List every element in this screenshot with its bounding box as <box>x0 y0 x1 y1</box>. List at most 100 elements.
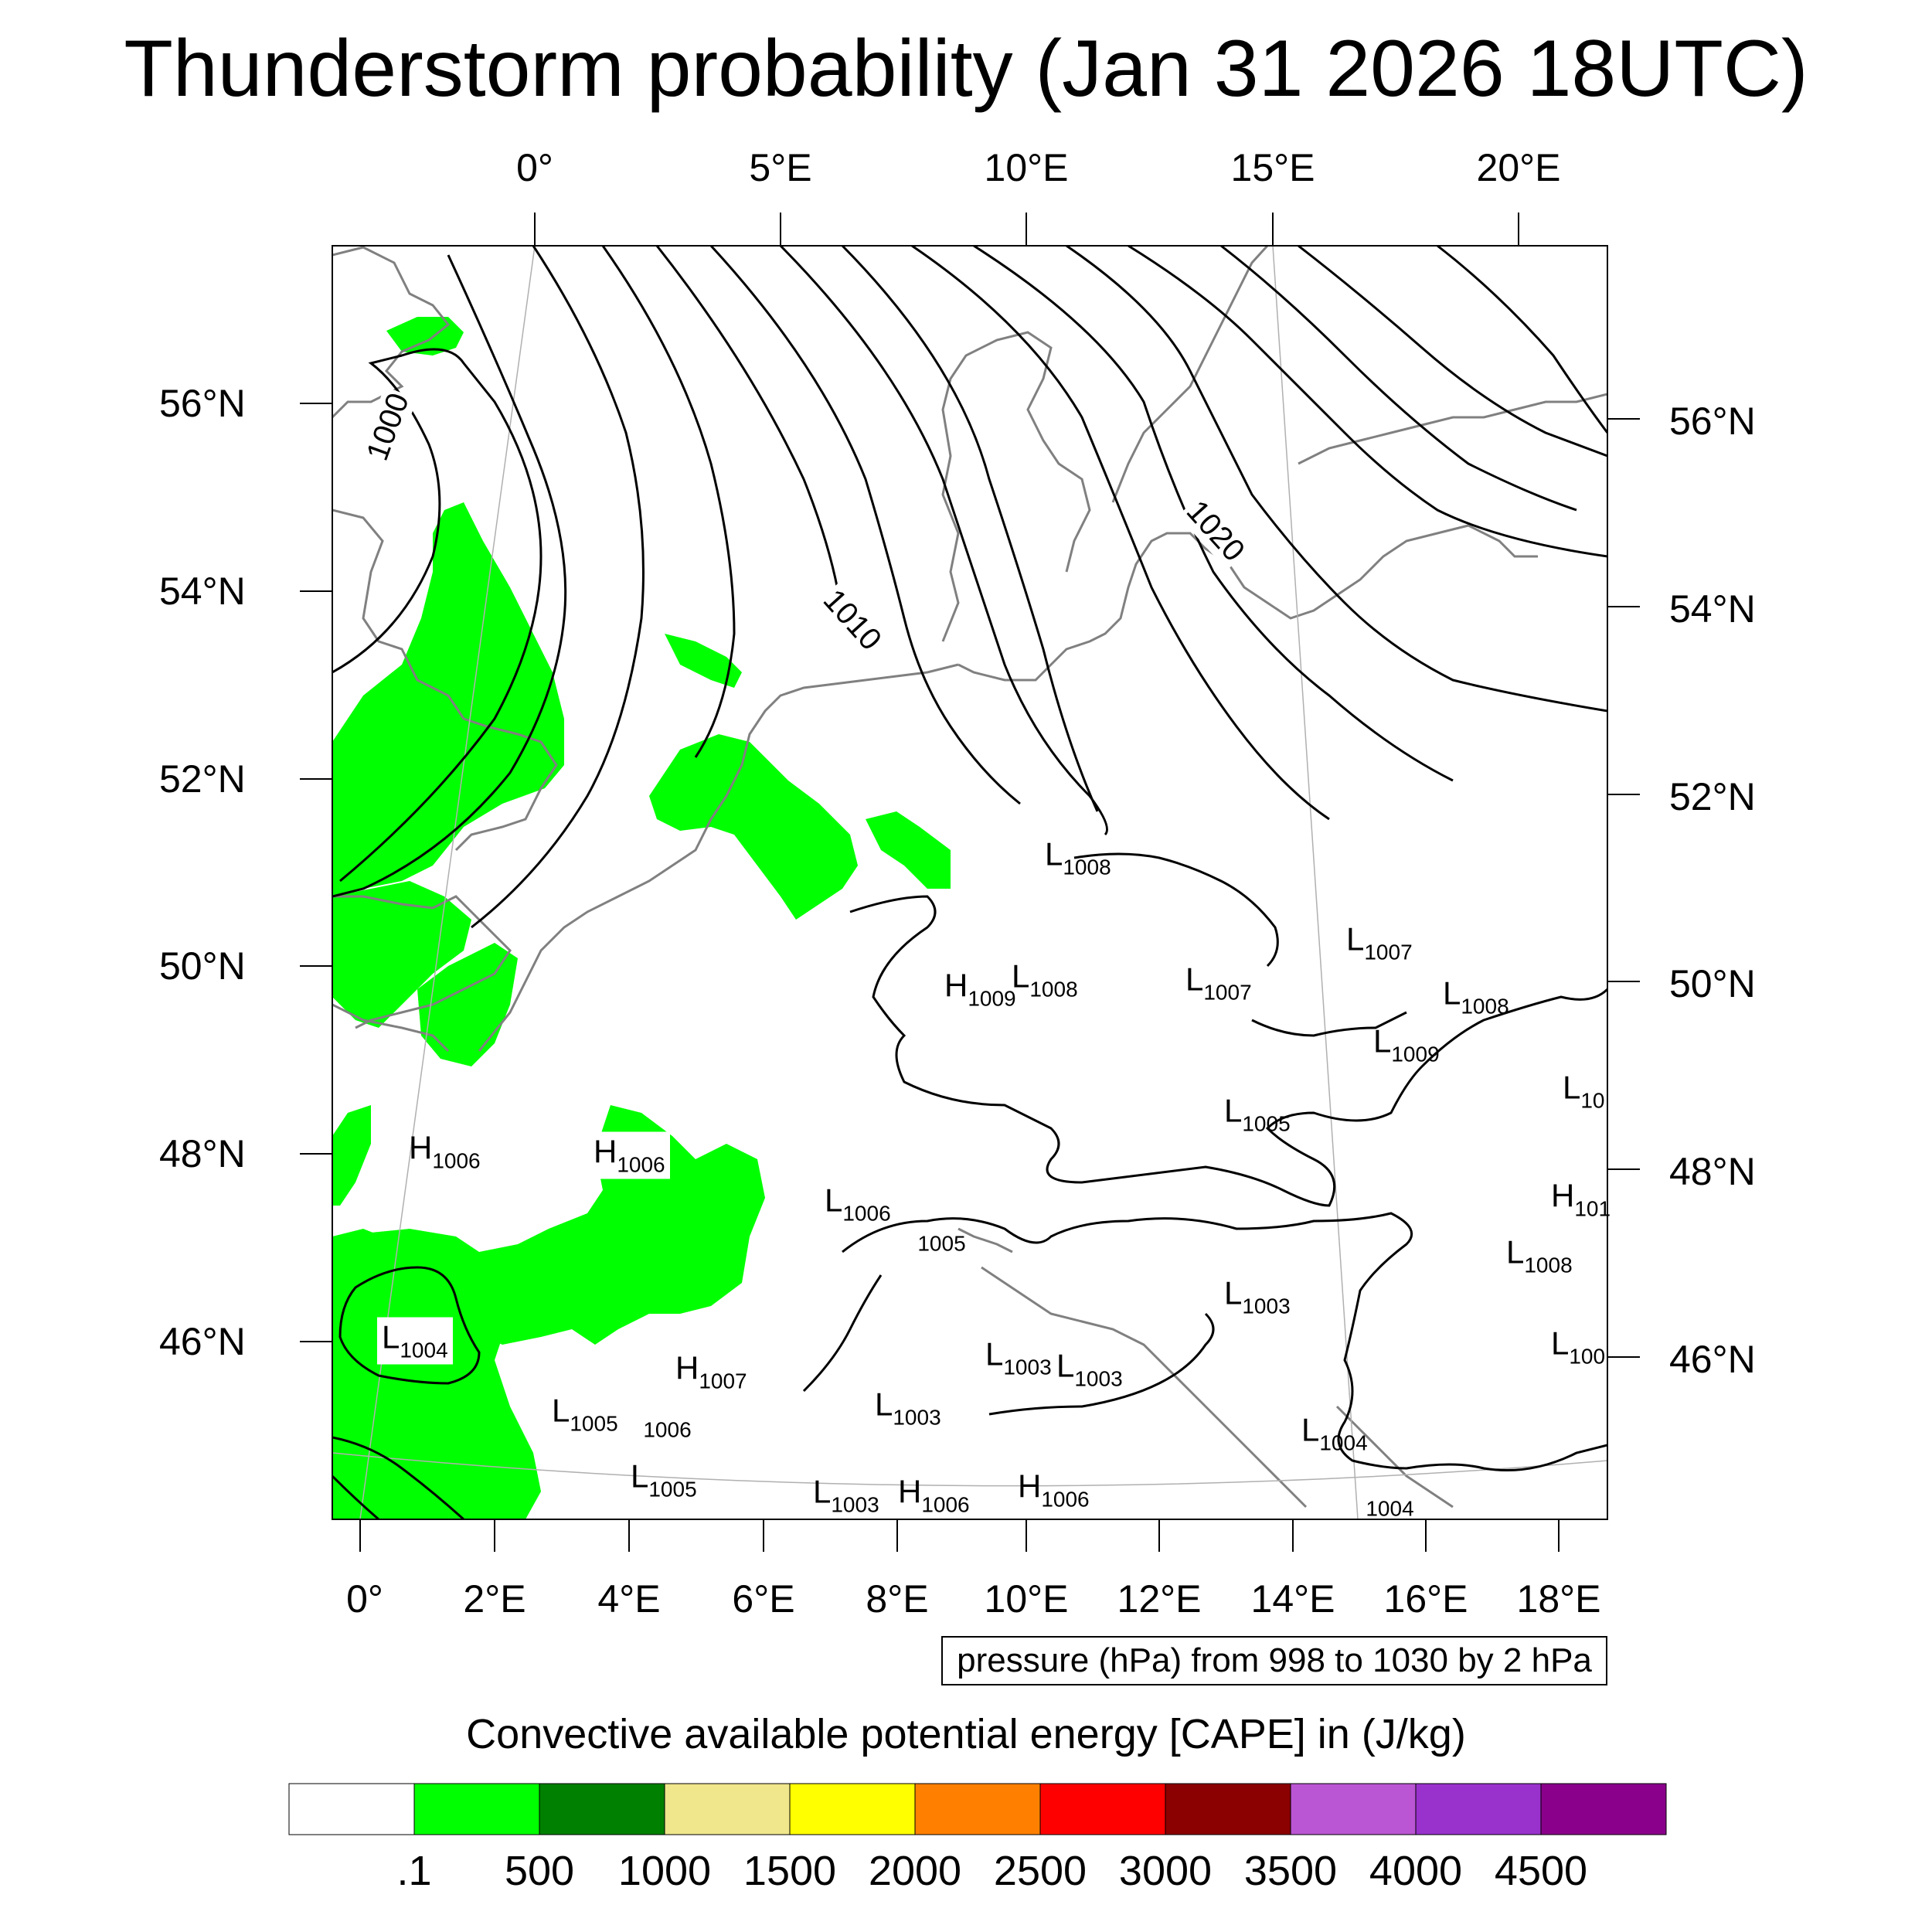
isobar-1006 <box>601 246 736 758</box>
bottom-lon-label-4e: 4°E <box>597 1577 661 1621</box>
colorbar-label: 1000 <box>617 1848 712 1894</box>
pressure-center-type: L <box>1506 1233 1525 1270</box>
pressure-center-type: L <box>825 1182 843 1219</box>
pressure-center-value: 1008 <box>1461 994 1509 1019</box>
pressure-center-type: H <box>898 1473 922 1510</box>
pressure-center-type: L <box>382 1318 400 1355</box>
colorbar-label: .1 <box>396 1848 432 1894</box>
isobar-1028 <box>1437 246 1607 434</box>
pressure-center-value: 1005 <box>570 1411 618 1436</box>
colorbar-swatch <box>288 1783 415 1835</box>
pressure-center-high: H1006 <box>1018 1468 1090 1512</box>
isobar-1000 <box>332 348 543 883</box>
pressure-center-type: L <box>875 1386 893 1423</box>
coast-scotland <box>332 246 451 419</box>
pressure-center-low: L1004 <box>1301 1412 1368 1456</box>
colorbar-swatch <box>539 1783 665 1835</box>
pressure-center-value: 1005 <box>648 1477 697 1502</box>
colorbar-swatch <box>1290 1783 1417 1835</box>
colorbar-swatch <box>664 1783 791 1835</box>
isobar-1008-east <box>1073 852 1279 968</box>
left-lat-label-52n: 52°N <box>159 757 246 801</box>
coast-adriatic-east <box>1335 1405 1454 1509</box>
pressure-center-value: 1006 <box>921 1492 970 1517</box>
pressure-center-type: L <box>1185 961 1204 998</box>
pressure-center-low: L10 <box>1563 1070 1605 1114</box>
pressure-center-type: L <box>813 1473 832 1510</box>
pressure-center-high: H1007 <box>675 1350 747 1394</box>
right-lat-label-52n: 52°N <box>1669 775 1756 818</box>
pressure-center-low: L1007 <box>1185 961 1252 1005</box>
pressure-center-type: L <box>1301 1411 1320 1448</box>
bottom-lon-label-8e: 8°E <box>866 1577 929 1621</box>
bottom-lon-label-16e: 16°E <box>1383 1577 1468 1621</box>
colorbar-label: 1500 <box>743 1848 837 1894</box>
coast-england-south <box>332 895 512 1029</box>
pressure-center-value: 1008 <box>1063 855 1111 879</box>
colorbar-label: 3000 <box>1118 1848 1213 1894</box>
cape-area-england-south <box>332 881 471 1028</box>
pressure-center-low: L1003 <box>985 1336 1052 1380</box>
colorbar-title: Convective available potential energy [C… <box>466 1711 1466 1757</box>
pressure-center-type: L <box>1045 835 1063 872</box>
pressure-center-low: L1009 <box>1373 1023 1440 1067</box>
pressure-center-type: H <box>944 967 968 1004</box>
top-lon-label-5e: 5°E <box>749 146 812 189</box>
colorbar <box>288 1783 1667 1835</box>
coast-sweden-south <box>1111 246 1269 503</box>
pressure-center-value: 1009 <box>968 986 1016 1011</box>
colorbar-label: 500 <box>504 1848 575 1894</box>
page-title: Thunderstorm probability (Jan 31 2026 18… <box>124 24 1808 114</box>
pressure-center-type: L <box>631 1458 649 1495</box>
isobar-1010 <box>709 246 1021 805</box>
pressure-center-value: 1009 <box>1391 1042 1440 1066</box>
pressure-center-low: L1003 <box>1056 1348 1123 1392</box>
pressure-center-low: L1004 <box>377 1317 453 1365</box>
pressure-center-low: L1005 <box>900 1213 965 1257</box>
top-lon-label-15e: 15°E <box>1230 146 1315 189</box>
top-lon-label-0: 0° <box>516 146 553 189</box>
pressure-center-low: L1003 <box>875 1386 941 1430</box>
pressure-center-high: H1006 <box>898 1474 970 1518</box>
pressure-center-value: 1003 <box>1242 1294 1291 1318</box>
isobar-bottom-west <box>332 1475 379 1519</box>
pressure-center-low: L1007 <box>1346 921 1413 965</box>
isobar-1024 <box>1220 246 1577 512</box>
pressure-center-low: L100 <box>1551 1325 1605 1369</box>
coast-france-channel <box>478 663 959 1052</box>
pressure-center-type: L <box>1012 957 1030 995</box>
bottom-lon-label-12e: 12°E <box>1117 1577 1202 1621</box>
pressure-center-low: L1005 <box>1224 1093 1291 1137</box>
isobar-south-france <box>802 1274 883 1393</box>
pressure-center-type: L <box>1443 975 1461 1012</box>
pressure-center-value: 1005 <box>1242 1111 1291 1136</box>
pressure-center-low: L1004 <box>1348 1478 1414 1522</box>
right-lat-label-48n: 48°N <box>1669 1150 1756 1193</box>
map-frame <box>332 245 1608 1520</box>
left-lat-label-48n: 48°N <box>159 1132 246 1175</box>
right-lat-label-54n: 54°N <box>1669 587 1756 631</box>
pressure-center-high: H1006 <box>589 1131 670 1179</box>
colorbar-swatch <box>1540 1783 1667 1835</box>
pressure-center-type: L <box>1563 1069 1581 1106</box>
bottom-lon-label-6e: 6°E <box>732 1577 795 1621</box>
pressure-center-value: 1003 <box>1074 1366 1123 1391</box>
pressure-center-type: L <box>1551 1325 1570 1362</box>
isobar-italy <box>988 1312 1215 1416</box>
isobar-low-pressure-region <box>849 895 1607 1207</box>
left-lat-label-46n: 46°N <box>159 1320 246 1363</box>
pressure-center-high: H1009 <box>944 968 1016 1012</box>
pressure-center-value: 1004 <box>1366 1496 1414 1521</box>
bottom-lon-label-18e: 18°E <box>1516 1577 1601 1621</box>
pressure-center-value: 1007 <box>1364 940 1413 964</box>
left-lat-label-56n: 56°N <box>159 382 246 425</box>
pressure-center-value: 1008 <box>1029 977 1078 1002</box>
pressure-center-type: H <box>594 1133 617 1170</box>
colorbar-swatch <box>1165 1783 1291 1835</box>
colorbar-swatch <box>789 1783 916 1835</box>
pressure-center-value: 1006 <box>842 1201 891 1226</box>
cape-area-north-sea-england <box>332 502 564 896</box>
cape-area-brittany <box>332 1105 371 1206</box>
isobar-1018 <box>973 246 1454 782</box>
pressure-center-value: 1003 <box>1003 1355 1052 1379</box>
